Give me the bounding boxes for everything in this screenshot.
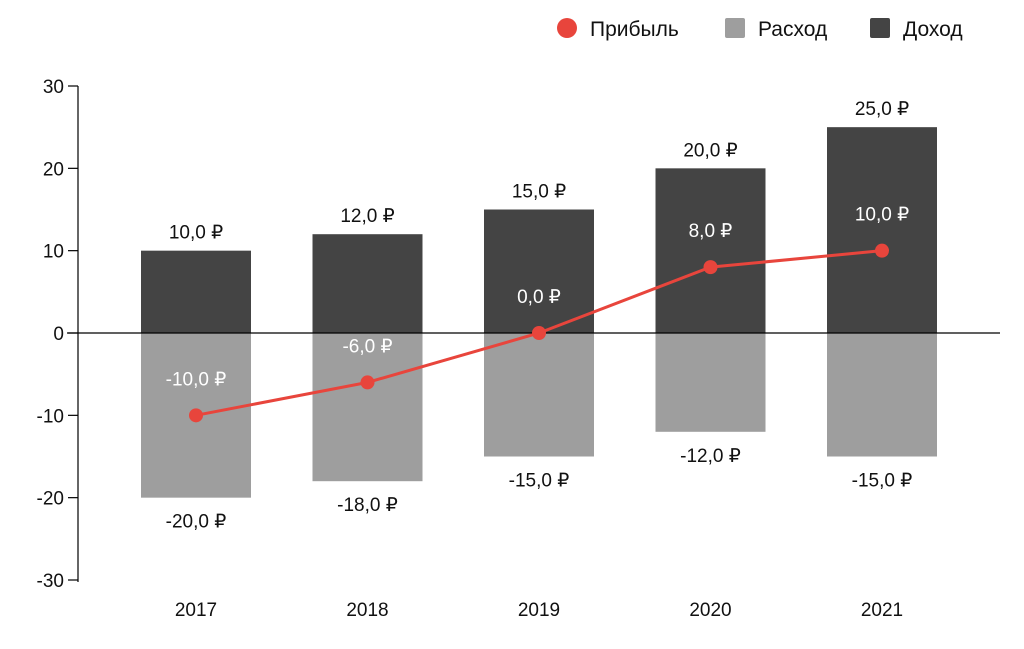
income-data-label: 25,0 ₽ — [855, 99, 909, 120]
y-tick-label: 20 — [43, 159, 64, 180]
legend-marker-square — [870, 18, 890, 38]
legend-label: Расход — [758, 18, 827, 41]
bar-expense — [655, 333, 766, 432]
bar-income — [655, 168, 766, 333]
profit-point — [532, 326, 546, 340]
y-tick-label: -10 — [37, 406, 64, 427]
x-tick-label: 2020 — [689, 600, 731, 621]
profit-point — [875, 243, 889, 258]
income-data-label: 12,0 ₽ — [340, 206, 394, 227]
expense-data-label: -18,0 ₽ — [337, 495, 398, 516]
expense-data-label: -15,0 ₽ — [852, 471, 913, 492]
y-tick-label: 0 — [53, 324, 64, 345]
y-tick-label: -30 — [37, 571, 64, 592]
legend-marker-circle — [557, 18, 577, 38]
bar-expense — [312, 333, 423, 482]
x-tick-label: 2019 — [518, 600, 560, 621]
profit-data-label: 10,0 ₽ — [855, 205, 909, 226]
profit-point — [360, 375, 375, 390]
legend-label: Доход — [903, 18, 963, 41]
profit-data-label: 8,0 ₽ — [689, 221, 733, 242]
income-data-label: 15,0 ₽ — [512, 182, 566, 203]
bar-expense — [484, 333, 594, 457]
bar-income — [827, 127, 937, 334]
y-tick-label: -20 — [37, 489, 64, 510]
profit-data-label: 0,0 ₽ — [517, 287, 561, 308]
expense-data-label: -20,0 ₽ — [166, 512, 227, 533]
x-tick-label: 2017 — [175, 600, 217, 621]
legend-label: Прибыль — [590, 18, 679, 41]
expense-data-label: -15,0 ₽ — [509, 471, 570, 492]
y-tick-label: 30 — [43, 77, 64, 98]
x-tick-label: 2021 — [861, 600, 903, 621]
x-tick-label: 2018 — [346, 600, 388, 621]
income-data-label: 20,0 ₽ — [683, 140, 737, 161]
bar-income — [312, 234, 423, 333]
profit-data-label: -6,0 ₽ — [342, 336, 392, 357]
y-tick-label: 10 — [43, 242, 64, 263]
profit-point — [703, 260, 718, 275]
bar-income — [484, 209, 594, 333]
profit-point — [189, 408, 203, 423]
profit-data-label: -10,0 ₽ — [166, 369, 227, 390]
expense-data-label: -12,0 ₽ — [680, 446, 741, 467]
bar-income — [141, 250, 251, 333]
income-data-label: 10,0 ₽ — [169, 223, 223, 244]
legend-marker-square — [725, 18, 745, 38]
bar-expense — [827, 333, 937, 457]
